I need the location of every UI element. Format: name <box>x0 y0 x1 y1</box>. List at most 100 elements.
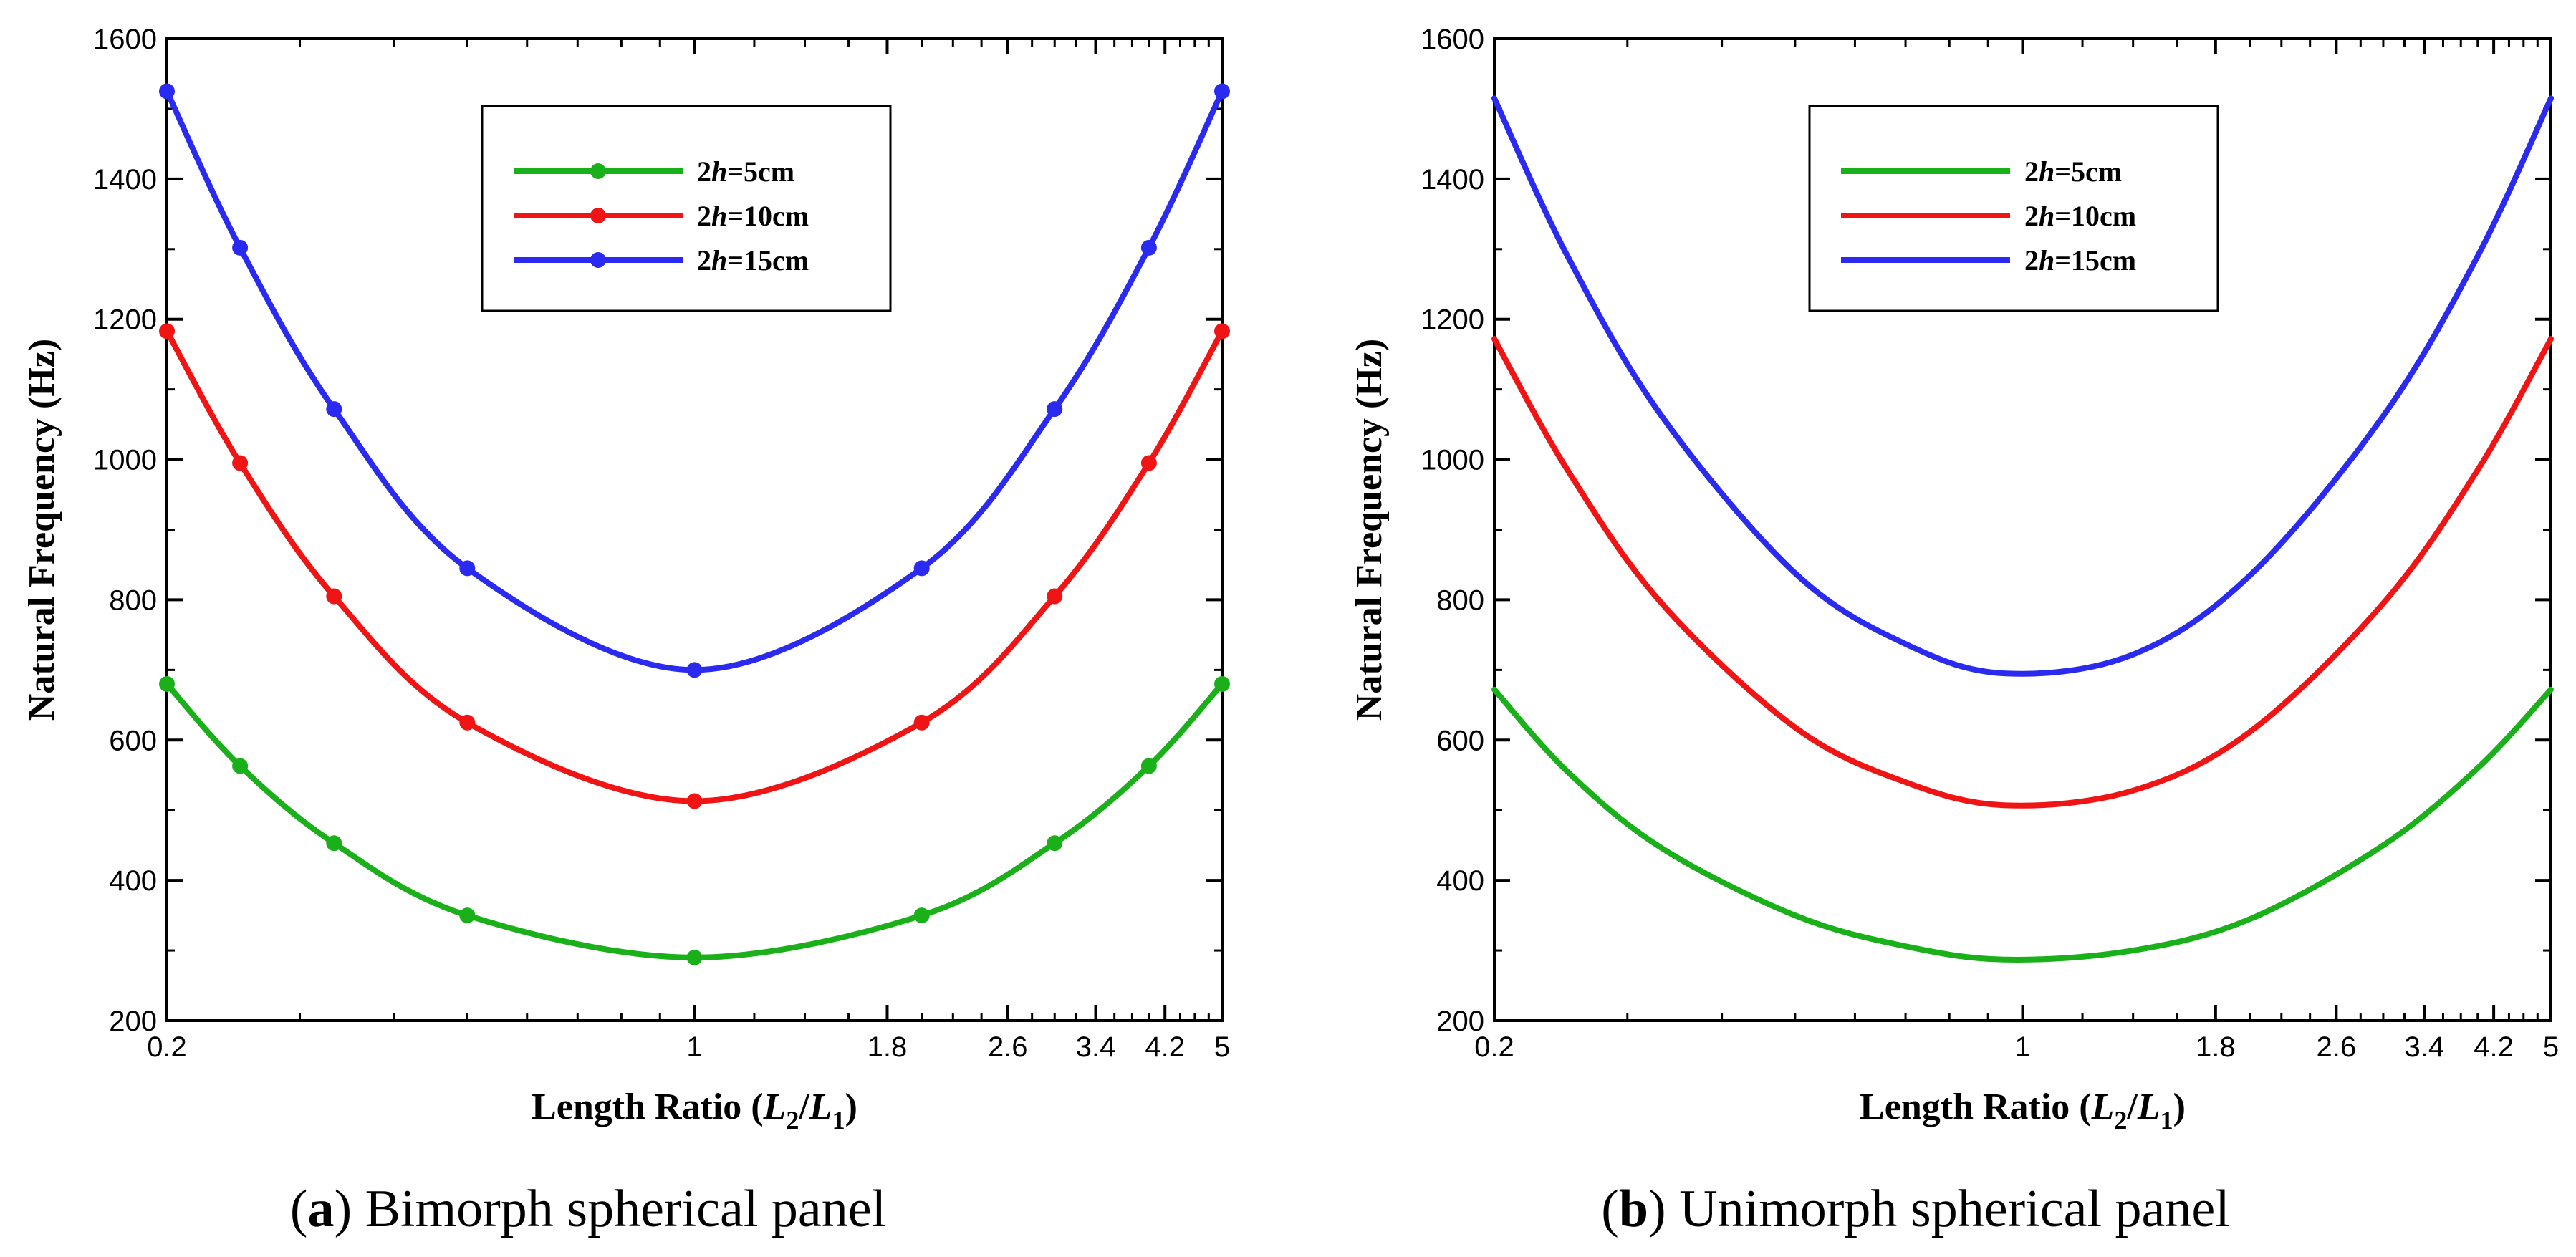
x-tick-label: 1.8 <box>868 1031 908 1063</box>
chart-panel-a: 200 400 600 800 1000 1200 1400 1600 0.2 1 1.8 2.6 3.… <box>21 24 1230 1238</box>
y-tick-label: 1200 <box>1421 304 1484 336</box>
x-title-sub2: 2 <box>786 1106 799 1135</box>
y-tick-label: 1000 <box>1421 445 1484 476</box>
legend-label-h: h <box>711 244 727 276</box>
series-marker-0 <box>326 835 342 852</box>
legend-marker-2 <box>590 252 606 268</box>
x-title-suffix: ) <box>845 1087 857 1127</box>
legend-label-suffix: =10cm <box>727 200 809 232</box>
x-tick-label: 5 <box>1214 1031 1230 1063</box>
caption-paren-open: ( <box>290 1180 308 1238</box>
legend-label-0: 2h=5cm <box>697 155 794 188</box>
y-axis-title: Natural Frequency (Hz) <box>21 339 62 721</box>
legend-label-suffix: =5cm <box>727 155 794 188</box>
legend-label-prefix: 2 <box>697 200 711 232</box>
y-tick-label: 800 <box>1436 584 1484 616</box>
x-tick-label: 3.4 <box>1076 1031 1116 1063</box>
series-line-1 <box>1491 336 2554 809</box>
legend-box <box>481 105 892 312</box>
legend-label-1: 2h=10cm <box>697 200 809 232</box>
x-title-L1: L <box>809 1087 832 1127</box>
y-tick-label: 800 <box>109 584 157 616</box>
series-marker-2 <box>1214 83 1230 100</box>
legend-label-suffix: =15cm <box>727 244 809 276</box>
legend-box <box>1808 105 2219 312</box>
x-tick-label: 2.6 <box>988 1031 1028 1063</box>
y-tick-label: 1400 <box>93 164 157 196</box>
x-tick-label: 3.4 <box>2404 1031 2444 1063</box>
legend-label-suffix: =15cm <box>2054 244 2136 276</box>
series-marker-0 <box>913 907 930 924</box>
y-tick-label: 1400 <box>1421 164 1484 196</box>
x-axis-title: Length Ratio (L2/L1) <box>1860 1087 2186 1135</box>
caption-paren-close: ) <box>335 1180 365 1238</box>
x-title-L2: L <box>2091 1087 2115 1127</box>
series-marker-2 <box>913 560 930 577</box>
series-marker-1 <box>1214 323 1230 339</box>
series-marker-0 <box>1214 675 1230 692</box>
x-title-slash: / <box>2126 1087 2138 1127</box>
caption-paren-close: ) <box>1648 1180 1679 1238</box>
series-marker-2 <box>1047 401 1063 418</box>
legend-label-prefix: 2 <box>2024 244 2039 276</box>
legend-label-h: h <box>711 200 727 232</box>
x-title-sub2: 2 <box>2114 1106 2127 1135</box>
legend-label-suffix: =5cm <box>2054 155 2122 188</box>
x-tick-label: 0.2 <box>1474 1031 1514 1063</box>
series-marker-2 <box>159 83 175 100</box>
series-marker-1 <box>159 323 175 339</box>
chart-panel-b: 200 400 600 800 1000 1200 1400 1600 0.2 1 1.8 2.6 3.… <box>1349 24 2559 1238</box>
series-marker-0 <box>232 758 249 774</box>
y-tick-label: 600 <box>109 725 157 756</box>
series-marker-1 <box>1047 588 1063 605</box>
legend-label-h: h <box>2039 244 2054 276</box>
x-title-suffix: ) <box>2173 1087 2186 1127</box>
series-marker-0 <box>1047 835 1063 852</box>
x-tick-label: 1 <box>686 1031 702 1063</box>
y-tick-label: 200 <box>109 1006 157 1037</box>
series-marker-1 <box>686 793 703 809</box>
x-tick-label: 1.8 <box>2196 1031 2236 1063</box>
legend-label-2: 2h=15cm <box>2024 244 2136 276</box>
x-tick-label: 0.2 <box>147 1031 187 1063</box>
series-marker-1 <box>1140 455 1157 471</box>
y-tick-label: 400 <box>109 865 157 897</box>
y-tick-label: 1000 <box>93 445 157 476</box>
series-marker-1 <box>326 588 342 605</box>
legend-label-0: 2h=5cm <box>2024 155 2122 188</box>
series-line-0 <box>164 680 1225 960</box>
series-line-2 <box>1491 95 2554 677</box>
legend-label-prefix: 2 <box>697 244 711 276</box>
series-marker-0 <box>1140 758 1157 774</box>
legend-label-h: h <box>2039 155 2054 188</box>
x-title-prefix: Length Ratio ( <box>1860 1087 2092 1127</box>
legend-label-prefix: 2 <box>697 155 711 188</box>
x-title-sub1: 1 <box>2161 1106 2173 1135</box>
caption-paren-open: ( <box>1601 1180 1619 1238</box>
series-marker-0 <box>459 907 476 924</box>
legend-marker-1 <box>590 208 606 223</box>
series-marker-0 <box>159 675 175 692</box>
y-tick-label: 1200 <box>93 304 157 336</box>
y-tick-label: 600 <box>1436 725 1484 756</box>
panel-caption: (b) Unimorph spherical panel <box>1601 1180 2230 1238</box>
series-line-0 <box>1491 686 2554 963</box>
x-tick-label: 4.2 <box>2474 1031 2514 1063</box>
series-marker-0 <box>686 949 703 965</box>
x-axis-title: Length Ratio (L2/L1) <box>532 1087 857 1135</box>
x-title-sub1: 1 <box>832 1106 845 1135</box>
caption-letter: a <box>308 1180 335 1238</box>
series-marker-2 <box>686 662 703 678</box>
caption-letter: b <box>1619 1180 1648 1238</box>
legend-label-h: h <box>711 155 727 188</box>
series-marker-2 <box>1140 239 1157 256</box>
y-tick-label: 200 <box>1436 1006 1484 1037</box>
series-marker-2 <box>232 239 249 256</box>
x-title-prefix: Length Ratio ( <box>532 1087 764 1127</box>
panel-caption: (a) Bimorph spherical panel <box>290 1180 886 1238</box>
legend-label-1: 2h=10cm <box>2024 200 2136 232</box>
y-tick-label: 1600 <box>1421 24 1484 55</box>
